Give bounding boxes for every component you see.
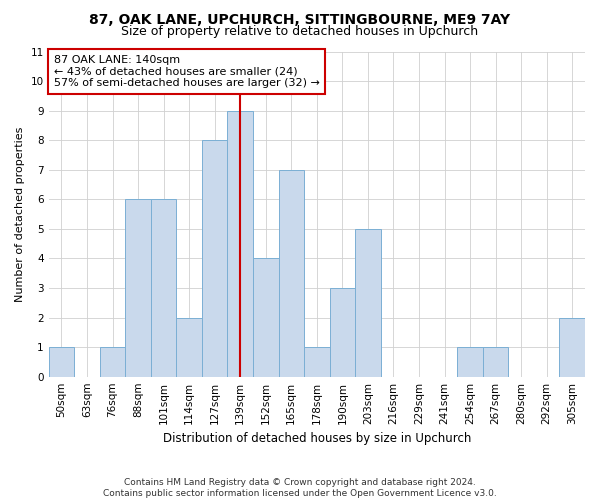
Y-axis label: Number of detached properties: Number of detached properties [15, 126, 25, 302]
X-axis label: Distribution of detached houses by size in Upchurch: Distribution of detached houses by size … [163, 432, 471, 445]
Bar [457, 347, 483, 376]
Text: Contains HM Land Registry data © Crown copyright and database right 2024.
Contai: Contains HM Land Registry data © Crown c… [103, 478, 497, 498]
Bar [100, 347, 125, 376]
Bar [253, 258, 278, 376]
Bar [49, 347, 74, 376]
Bar [355, 229, 380, 376]
Bar [176, 318, 202, 376]
Text: 87, OAK LANE, UPCHURCH, SITTINGBOURNE, ME9 7AY: 87, OAK LANE, UPCHURCH, SITTINGBOURNE, M… [89, 12, 511, 26]
Bar [304, 347, 329, 376]
Bar [329, 288, 355, 376]
Bar [559, 318, 585, 376]
Bar [202, 140, 227, 376]
Bar [151, 200, 176, 376]
Bar [227, 110, 253, 376]
Text: Size of property relative to detached houses in Upchurch: Size of property relative to detached ho… [121, 25, 479, 38]
Bar [483, 347, 508, 376]
Text: 87 OAK LANE: 140sqm
← 43% of detached houses are smaller (24)
57% of semi-detach: 87 OAK LANE: 140sqm ← 43% of detached ho… [54, 55, 320, 88]
Bar [125, 200, 151, 376]
Bar [278, 170, 304, 376]
